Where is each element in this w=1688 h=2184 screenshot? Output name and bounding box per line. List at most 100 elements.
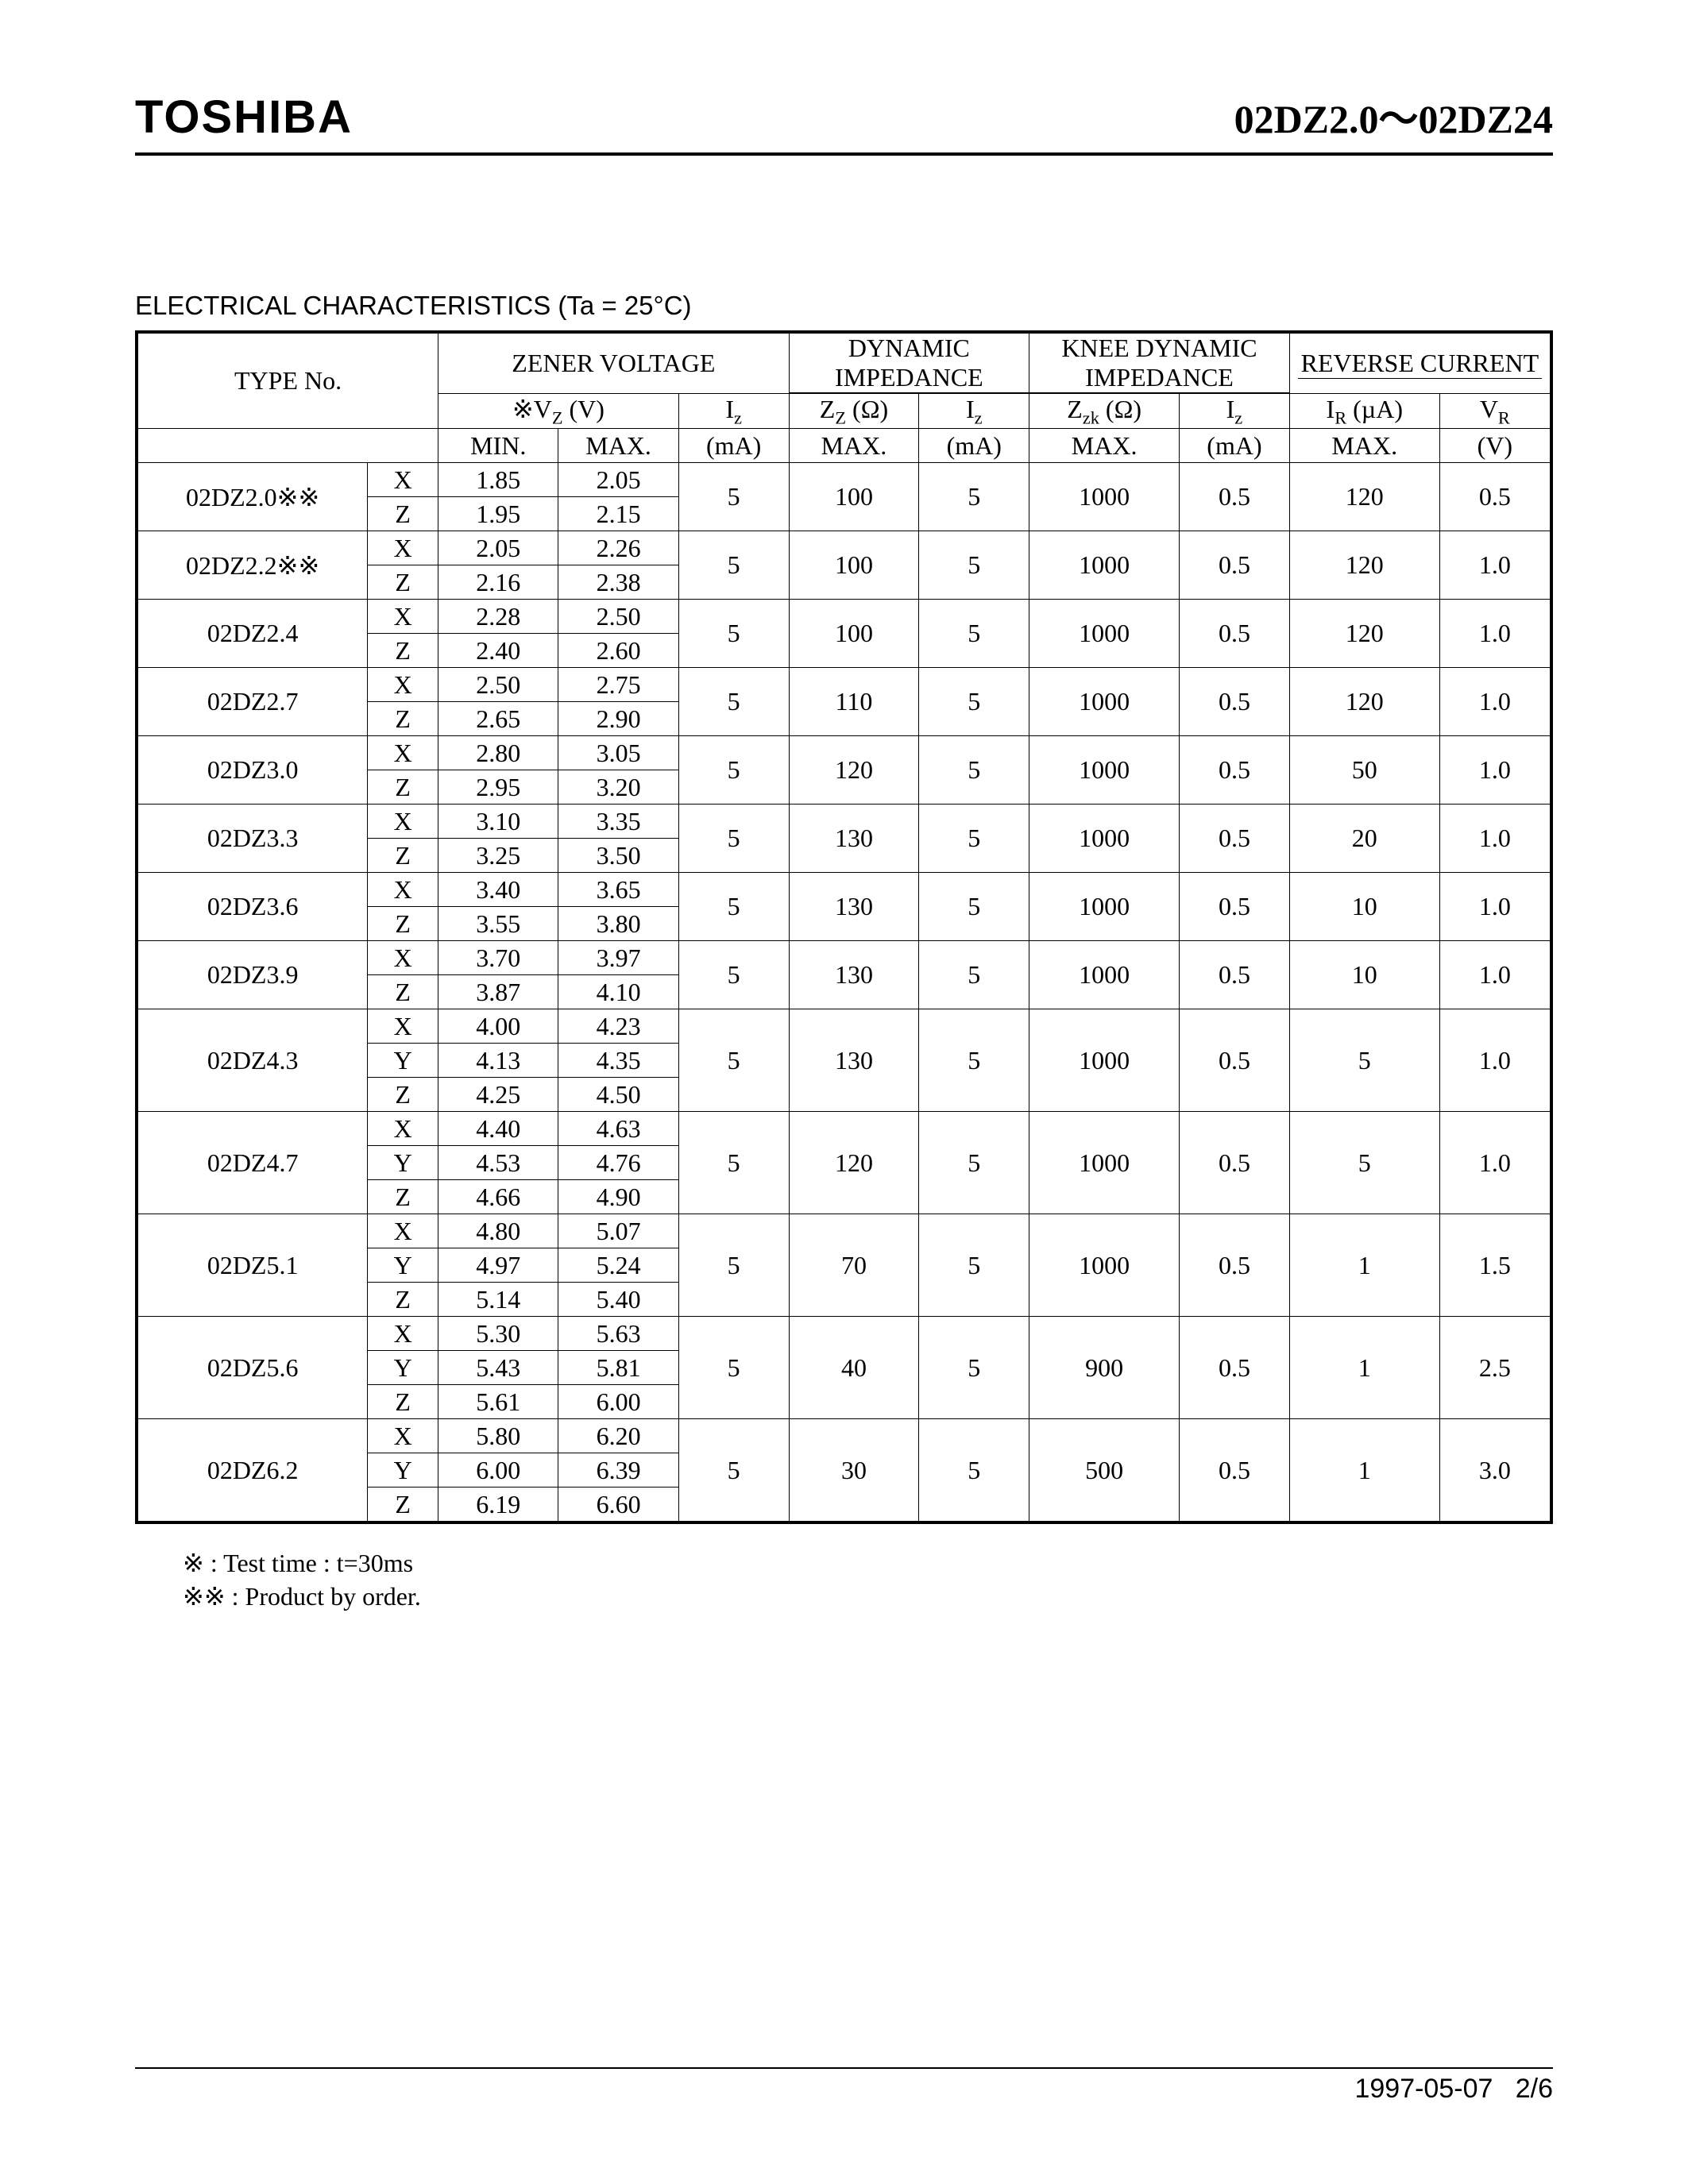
cell-vz-min: 2.95 [438,770,558,805]
table-row: 02DZ6.2X5.806.2053055000.513.0 [137,1419,1551,1453]
cell-ir: 1 [1289,1317,1439,1419]
cell-vz-max: 4.50 [558,1078,678,1112]
unit: (Ω) [1106,395,1141,423]
cell-vz-max: 6.60 [558,1488,678,1523]
cell-vz-max: 2.38 [558,565,678,600]
cell-variant: Z [368,634,438,668]
cell-iz-v: 5 [678,463,789,531]
cell-vz-min: 5.61 [438,1385,558,1419]
cell-iz-v: 5 [678,600,789,668]
cell-variant: Z [368,1488,438,1523]
cell-type-no: 02DZ2.4 [137,600,368,668]
cell-variant: X [368,531,438,565]
cell-zzk: 1000 [1029,873,1180,941]
col-type-no: TYPE No. [137,332,438,429]
cell-variant: Z [368,975,438,1009]
cell-vr: 1.0 [1439,531,1551,600]
cell-type-no: 02DZ3.0 [137,736,368,805]
cell-vr: 1.0 [1439,873,1551,941]
table-row: 02DZ3.9X3.703.975130510000.5101.0 [137,941,1551,975]
cell-vz-max: 2.26 [558,531,678,565]
sub: zk [1083,407,1099,427]
cell-vz-max: 5.07 [558,1214,678,1248]
page: TOSHIBA 02DZ2.0～02DZ24 ELECTRICAL CHARAC… [0,0,1688,2184]
cell-vz-min: 5.14 [438,1283,558,1317]
cell-vz-max: 4.63 [558,1112,678,1146]
cell-iz-z: 5 [919,463,1029,531]
cell-iz-k: 0.5 [1180,1112,1290,1214]
cell-zz: 40 [789,1317,919,1419]
unit-volt: (V) [1439,429,1551,463]
unit: (µA) [1353,395,1403,423]
footnote-2: ※※ : Product by order. [183,1581,1553,1611]
cell-variant: X [368,1214,438,1248]
cell-zz: 130 [789,805,919,873]
cell-vz-min: 2.16 [438,565,558,600]
cell-variant: Z [368,1078,438,1112]
cell-vz-max: 5.81 [558,1351,678,1385]
cell-variant: X [368,463,438,497]
cell-ir: 120 [1289,600,1439,668]
table-row: 02DZ5.6X5.305.6354059000.512.5 [137,1317,1551,1351]
col-ir: IR (µA) [1289,394,1439,429]
cell-vz-max: 5.40 [558,1283,678,1317]
cell-vz-max: 6.39 [558,1453,678,1488]
sub: Z [552,407,563,427]
cell-zz: 120 [789,736,919,805]
cell-iz-v: 5 [678,531,789,600]
cell-iz-k: 0.5 [1180,1419,1290,1523]
cell-iz-v: 5 [678,941,789,1009]
cell-variant: Z [368,839,438,873]
footer-date: 1997-05-07 [1354,2074,1493,2104]
col-min: MIN. [438,429,558,463]
cell-vz-max: 3.05 [558,736,678,770]
cell-zz: 130 [789,941,919,1009]
sym: ※V [512,395,552,423]
cell-vz-max: 2.05 [558,463,678,497]
cell-iz-k: 0.5 [1180,1009,1290,1112]
table-row: 02DZ3.3X3.103.355130510000.5201.0 [137,805,1551,839]
cell-zzk: 1000 [1029,463,1180,531]
cell-vz-min: 3.40 [438,873,558,907]
cell-iz-z: 5 [919,736,1029,805]
cell-zz: 130 [789,873,919,941]
cell-ir: 50 [1289,736,1439,805]
cell-variant: Y [368,1248,438,1283]
cell-iz-k: 0.5 [1180,1214,1290,1317]
cell-iz-z: 5 [919,1112,1029,1214]
cell-vz-min: 4.97 [438,1248,558,1283]
sub: z [975,407,983,427]
cell-variant: Y [368,1044,438,1078]
cell-type-no: 02DZ5.1 [137,1214,368,1317]
sym: Z [1067,395,1083,423]
cell-iz-v: 5 [678,805,789,873]
cell-vr: 1.0 [1439,736,1551,805]
cell-iz-v: 5 [678,1214,789,1317]
group-reverse-current: REVERSE CURRENT [1289,332,1551,394]
label: REVERSE CURRENT [1298,349,1543,379]
unit-ma: (mA) [919,429,1029,463]
cell-vz-min: 4.25 [438,1078,558,1112]
col-iz-dynamic: Iz [919,394,1029,429]
cell-vz-max: 2.50 [558,600,678,634]
cell-vz-min: 3.87 [438,975,558,1009]
cell-vr: 1.0 [1439,1009,1551,1112]
cell-zz: 30 [789,1419,919,1523]
cell-iz-k: 0.5 [1180,941,1290,1009]
cell-variant: X [368,600,438,634]
cell-vz-max: 3.80 [558,907,678,941]
cell-vz-max: 6.20 [558,1419,678,1453]
sub: R [1498,407,1510,427]
sub: z [1234,407,1242,427]
cell-vr: 0.5 [1439,463,1551,531]
unit-ma: (mA) [678,429,789,463]
cell-vz-max: 4.90 [558,1180,678,1214]
cell-type-no: 02DZ6.2 [137,1419,368,1523]
cell-vz-min: 1.95 [438,497,558,531]
cell-ir: 10 [1289,873,1439,941]
cell-zzk: 1000 [1029,736,1180,805]
group-knee-dynamic-impedance: KNEE DYNAMIC IMPEDANCE [1029,332,1290,394]
cell-iz-v: 5 [678,873,789,941]
cell-vz-max: 3.97 [558,941,678,975]
cell-zzk: 500 [1029,1419,1180,1523]
